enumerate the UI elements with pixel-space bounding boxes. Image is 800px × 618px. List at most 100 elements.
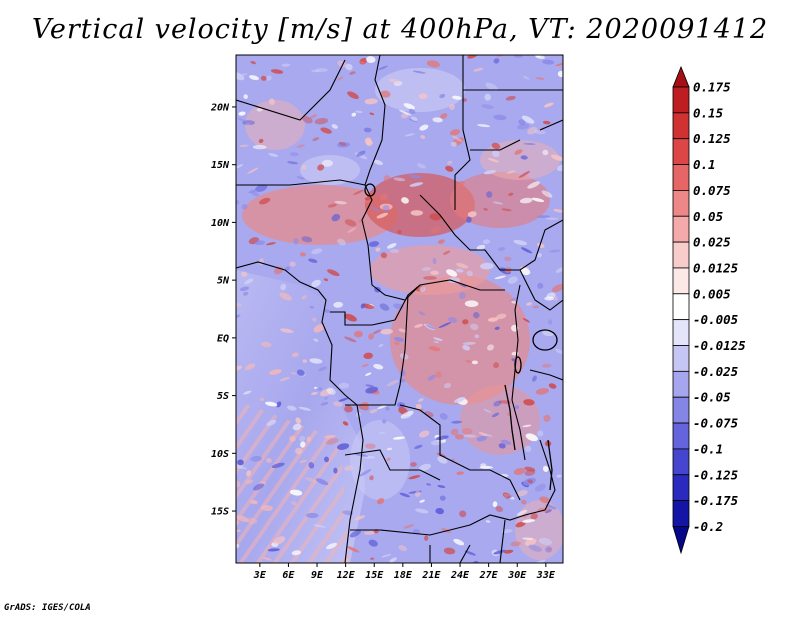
speckle — [295, 417, 301, 424]
speckle — [241, 203, 248, 210]
speckle — [521, 519, 536, 523]
speckle — [448, 316, 458, 324]
speckle — [260, 75, 267, 81]
speckle — [539, 496, 551, 504]
speckle — [485, 520, 491, 523]
colorbar-box — [672, 396, 690, 424]
speckle — [493, 362, 500, 369]
speckle — [317, 164, 325, 171]
speckle — [379, 303, 390, 311]
speckle — [244, 363, 256, 371]
speckle — [446, 269, 458, 277]
speckle — [443, 382, 452, 389]
colorbar-label: 0.175 — [693, 80, 731, 95]
speckle — [249, 75, 259, 81]
speckle — [267, 548, 280, 552]
speckle — [403, 103, 415, 110]
speckle — [291, 501, 297, 506]
speckle — [409, 174, 421, 179]
border-chad-sudan — [419, 194, 563, 271]
border-tanzania — [529, 369, 563, 381]
speckle — [363, 531, 376, 535]
speckle — [389, 557, 397, 563]
border-botswana — [429, 519, 506, 563]
speckle — [280, 328, 294, 333]
speckle — [265, 401, 278, 407]
speckle — [414, 444, 423, 449]
speckle — [412, 70, 426, 74]
speckle — [535, 77, 545, 80]
country-boundaries — [236, 55, 563, 563]
speckle — [526, 302, 533, 306]
speckle — [491, 142, 501, 150]
speckle — [418, 463, 431, 472]
speckle — [323, 456, 330, 463]
speckle — [397, 229, 402, 235]
speckle — [424, 535, 429, 541]
speckle — [421, 267, 431, 271]
border-angola-south — [344, 449, 441, 481]
speckle — [364, 199, 373, 204]
speckle — [265, 458, 272, 463]
speckle — [553, 296, 558, 301]
speckle — [349, 529, 361, 538]
speckle — [333, 401, 344, 407]
speckle — [364, 443, 376, 449]
speckle — [522, 424, 532, 428]
speckle — [426, 324, 435, 330]
speckle — [269, 369, 282, 375]
speckle — [419, 499, 425, 503]
speckle — [331, 213, 341, 222]
lat-label: 5S — [217, 391, 229, 402]
speckle — [238, 111, 246, 116]
speckle — [236, 199, 240, 205]
speckle — [314, 117, 329, 125]
speckle — [477, 124, 491, 128]
speckle — [478, 431, 488, 437]
speckle — [327, 269, 340, 277]
speckle — [438, 322, 452, 329]
speckle — [375, 247, 381, 252]
speckle — [522, 537, 534, 540]
speckle — [363, 127, 372, 133]
speckle — [462, 341, 476, 345]
speckle — [245, 479, 254, 485]
speckle — [418, 430, 430, 438]
lon-label: 27E — [479, 570, 499, 581]
plot-frame — [235, 54, 564, 564]
lakes — [364, 183, 558, 491]
colorbar-box — [672, 319, 690, 346]
speckle — [347, 227, 357, 233]
speckle — [487, 317, 499, 322]
speckle — [369, 408, 378, 414]
speckle — [368, 241, 380, 247]
speckle — [373, 363, 384, 370]
speckle — [344, 465, 354, 471]
speckle — [408, 108, 416, 114]
speckle — [553, 208, 563, 213]
speckle — [236, 515, 249, 523]
speckle — [439, 93, 446, 99]
colorbar-box — [672, 138, 690, 165]
speckle — [485, 82, 498, 92]
speckle — [311, 391, 318, 396]
speckle — [347, 546, 360, 553]
speckle — [351, 112, 357, 117]
speckle — [536, 215, 551, 219]
speckle — [368, 333, 375, 340]
speckle — [291, 550, 301, 556]
congo-convection — [390, 275, 530, 405]
speckle — [416, 163, 426, 169]
speckle — [313, 324, 325, 333]
speckle — [370, 205, 380, 212]
colorbar-bottom-arrow — [672, 526, 690, 555]
longitude-axis: 3E 6E 9E 12E 15E 18E 21E 24E 27E 30E 33E — [253, 563, 556, 581]
speckle — [324, 396, 328, 400]
speckle — [528, 544, 542, 552]
speckle — [520, 267, 531, 276]
speckle — [255, 184, 268, 192]
speckle — [438, 239, 445, 244]
speckle — [420, 135, 426, 139]
speckle — [491, 150, 500, 158]
speckle — [538, 537, 553, 546]
